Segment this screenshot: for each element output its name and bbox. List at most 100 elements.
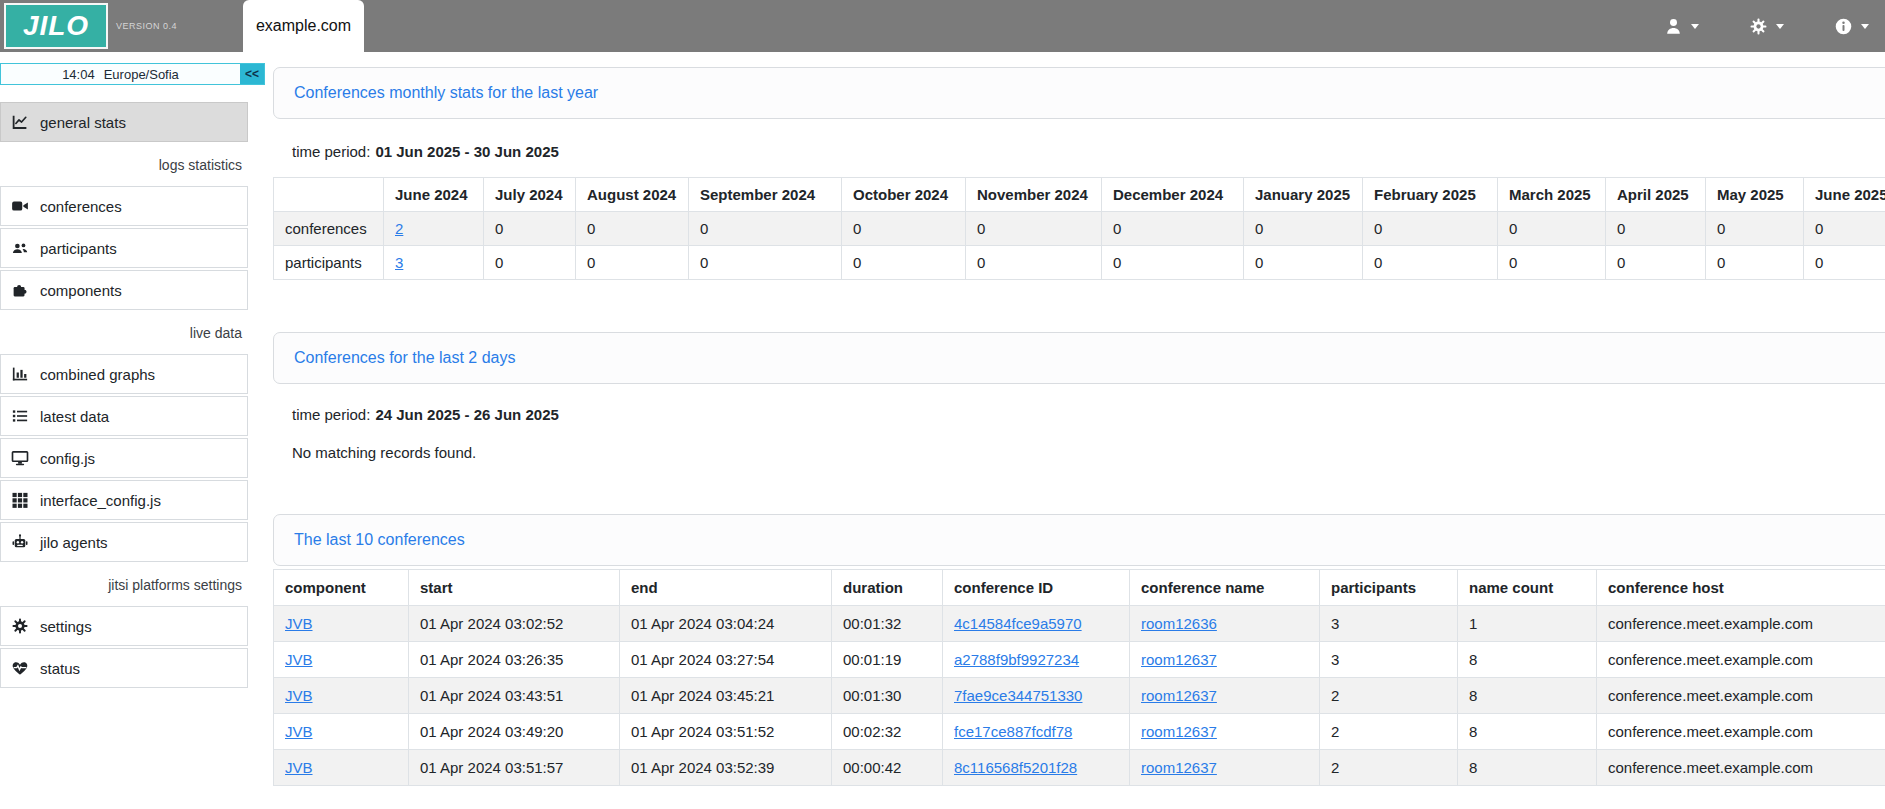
sidebar-item-combined-graphs[interactable]: combined graphs: [0, 354, 248, 394]
top-header-bar: JILO VERSION 0.4 example.com: [0, 0, 1885, 52]
chevron-down-icon: [1776, 24, 1784, 29]
table-cell: 01 Apr 2024 03:45:21: [620, 678, 832, 714]
sidebar-item-general-stats[interactable]: general stats: [0, 102, 248, 142]
table-cell-link[interactable]: JVB: [285, 615, 313, 632]
info-menu-button[interactable]: [1834, 17, 1869, 36]
column-header: component: [274, 570, 409, 606]
app-version: VERSION 0.4: [116, 21, 177, 31]
sidebar-collapse-button[interactable]: <<: [240, 64, 264, 84]
column-header: June 2024: [384, 178, 484, 212]
table-cell: 7fae9ce344751330: [943, 678, 1130, 714]
table-row: JVB01 Apr 2024 03:51:5701 Apr 2024 03:52…: [274, 750, 1885, 786]
sidebar-item-jilo-agents[interactable]: jilo agents: [0, 522, 248, 562]
table-cell: 0: [1244, 212, 1363, 246]
table-cell: 0: [576, 212, 689, 246]
sidebar-section-label-logs-statistics: logs statistics: [0, 150, 248, 180]
column-header: October 2024: [842, 178, 966, 212]
panel-monthly-stats: Conferences monthly stats for the last y…: [273, 67, 1885, 119]
table-cell: 3: [384, 246, 484, 280]
sidebar-nav: general stats logs statistics conferences p…: [0, 102, 265, 688]
table-cell-link[interactable]: 3: [395, 254, 403, 271]
table-cell-link[interactable]: room12637: [1141, 723, 1217, 740]
table-cell-link[interactable]: 8c116568f5201f28: [954, 759, 1077, 776]
table-cell-link[interactable]: 7fae9ce344751330: [954, 687, 1082, 704]
user-menu-button[interactable]: [1664, 17, 1699, 36]
table-cell-link[interactable]: fce17ce887fcdf78: [954, 723, 1072, 740]
sidebar-item-label: components: [40, 282, 122, 299]
grid-icon: [11, 491, 29, 509]
column-header: November 2024: [966, 178, 1102, 212]
sidebar-item-conferences[interactable]: conferences: [0, 186, 248, 226]
column-header: December 2024: [1102, 178, 1244, 212]
settings-menu-button[interactable]: [1749, 17, 1784, 36]
table-cell: 0: [966, 246, 1102, 280]
sidebar-item-components[interactable]: components: [0, 270, 248, 310]
sidebar-item-status[interactable]: status: [0, 648, 248, 688]
sidebar-item-label: settings: [40, 618, 92, 635]
app-logo: JILO: [4, 3, 108, 49]
column-header: March 2025: [1498, 178, 1606, 212]
table-cell: 0: [484, 212, 576, 246]
table-cell: JVB: [274, 750, 409, 786]
table-cell: 00:02:32: [832, 714, 943, 750]
table-cell-link[interactable]: JVB: [285, 651, 313, 668]
monthly-time-period: time period:01 Jun 2025 - 30 Jun 2025: [292, 143, 1885, 160]
sidebar-item-config-js[interactable]: config.js: [0, 438, 248, 478]
table-cell-link[interactable]: room12637: [1141, 687, 1217, 704]
table-cell: 0: [1244, 246, 1363, 280]
column-header: [274, 178, 384, 212]
column-header: January 2025: [1244, 178, 1363, 212]
table-header-row: componentstartenddurationconference IDco…: [274, 570, 1885, 606]
table-cell: participants: [274, 246, 384, 280]
table-cell: 01 Apr 2024 03:51:52: [620, 714, 832, 750]
sidebar-item-interface-config-js[interactable]: interface_config.js: [0, 480, 248, 520]
table-cell: room12637: [1130, 750, 1320, 786]
video-icon: [11, 197, 29, 215]
heart-pulse-icon: [11, 659, 29, 677]
table-cell: 8: [1458, 714, 1597, 750]
table-cell: room12636: [1130, 606, 1320, 642]
chevron-down-icon: [1861, 24, 1869, 29]
column-header: start: [409, 570, 620, 606]
sidebar-item-label: participants: [40, 240, 117, 257]
table-cell: 0: [1363, 246, 1498, 280]
table-cell: 00:01:32: [832, 606, 943, 642]
table-row: participants3000000000000: [274, 246, 1885, 280]
sidebar: 14:04 Europe/Sofia << general statslogs …: [0, 63, 265, 690]
sidebar-item-participants[interactable]: participants: [0, 228, 248, 268]
column-header: September 2024: [689, 178, 842, 212]
column-header: conference host: [1597, 570, 1885, 606]
sidebar-item-label: latest data: [40, 408, 109, 425]
table-cell: 8: [1458, 642, 1597, 678]
table-cell: conference.meet.example.com: [1597, 714, 1885, 750]
table-cell: 0: [576, 246, 689, 280]
sidebar-item-settings[interactable]: settings: [0, 606, 248, 646]
sidebar-item-latest-data[interactable]: latest data: [0, 396, 248, 436]
table-cell: 0: [1498, 212, 1606, 246]
table-cell-link[interactable]: JVB: [285, 723, 313, 740]
gear-icon: [1749, 17, 1768, 36]
table-cell: JVB: [274, 606, 409, 642]
sidebar-section-label-live-data: live data: [0, 318, 248, 348]
robot-icon: [11, 533, 29, 551]
table-cell: 2: [1320, 678, 1458, 714]
sidebar-item-label: conferences: [40, 198, 122, 215]
table-cell: 01 Apr 2024 03:27:54: [620, 642, 832, 678]
table-cell: 2: [1320, 750, 1458, 786]
table-row: JVB01 Apr 2024 03:26:3501 Apr 2024 03:27…: [274, 642, 1885, 678]
table-cell-link[interactable]: JVB: [285, 759, 313, 776]
table-cell-link[interactable]: 4c14584fce9a5970: [954, 615, 1082, 632]
table-cell-link[interactable]: 2: [395, 220, 403, 237]
table-cell-link[interactable]: room12637: [1141, 759, 1217, 776]
table-cell-link[interactable]: room12636: [1141, 615, 1217, 632]
table-cell-link[interactable]: JVB: [285, 687, 313, 704]
table-cell: 0: [1606, 212, 1706, 246]
table-cell: a2788f9bf9927234: [943, 642, 1130, 678]
platform-tab[interactable]: example.com: [243, 0, 364, 52]
table-row: JVB01 Apr 2024 03:49:2001 Apr 2024 03:51…: [274, 714, 1885, 750]
table-cell: 0: [966, 212, 1102, 246]
table-cell: 0: [1102, 246, 1244, 280]
table-cell-link[interactable]: room12637: [1141, 651, 1217, 668]
table-cell-link[interactable]: a2788f9bf9927234: [954, 651, 1079, 668]
gear-icon: [11, 617, 29, 635]
